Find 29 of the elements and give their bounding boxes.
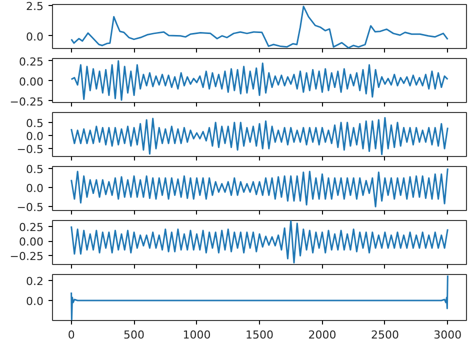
line-series <box>70 6 448 48</box>
x-tick-label: 2000 <box>308 328 336 342</box>
y-tick-label: −0.5 <box>16 143 44 156</box>
line-series <box>70 60 448 101</box>
y-tick-label: 0.25 <box>19 55 44 68</box>
line-series <box>70 116 448 156</box>
y-tick-label: 0.00 <box>19 236 44 249</box>
line-series <box>70 274 448 320</box>
line-series <box>70 220 448 264</box>
y-tick-label: 0.00 <box>19 75 44 88</box>
y-tick-label: 0.0 <box>26 130 44 144</box>
x-tick-label: 1500 <box>246 328 274 342</box>
y-tick-label: −0.5 <box>16 201 44 214</box>
y-tick-label: −0.25 <box>10 95 44 108</box>
y-tick-label: −0.25 <box>10 250 44 264</box>
x-tick-label: 1000 <box>182 328 211 342</box>
line-series <box>70 168 448 208</box>
y-tick-label: 0.0 <box>26 182 44 196</box>
x-tick-label: 3000 <box>434 328 462 342</box>
y-tick-label: 2.5 <box>26 0 44 14</box>
y-tick-label: 0.25 <box>19 220 44 234</box>
y-tick-label: 0.0 <box>26 30 44 44</box>
y-tick-label: 0.5 <box>26 162 44 176</box>
y-tick-label: 0.0 <box>26 295 44 308</box>
y-tick-label: 0.2 <box>26 275 44 288</box>
x-tick-label: 0 <box>68 328 75 342</box>
y-tick-label: 0.5 <box>26 116 44 130</box>
x-tick-label: 500 <box>124 328 145 342</box>
x-tick-label: 2500 <box>370 328 399 342</box>
